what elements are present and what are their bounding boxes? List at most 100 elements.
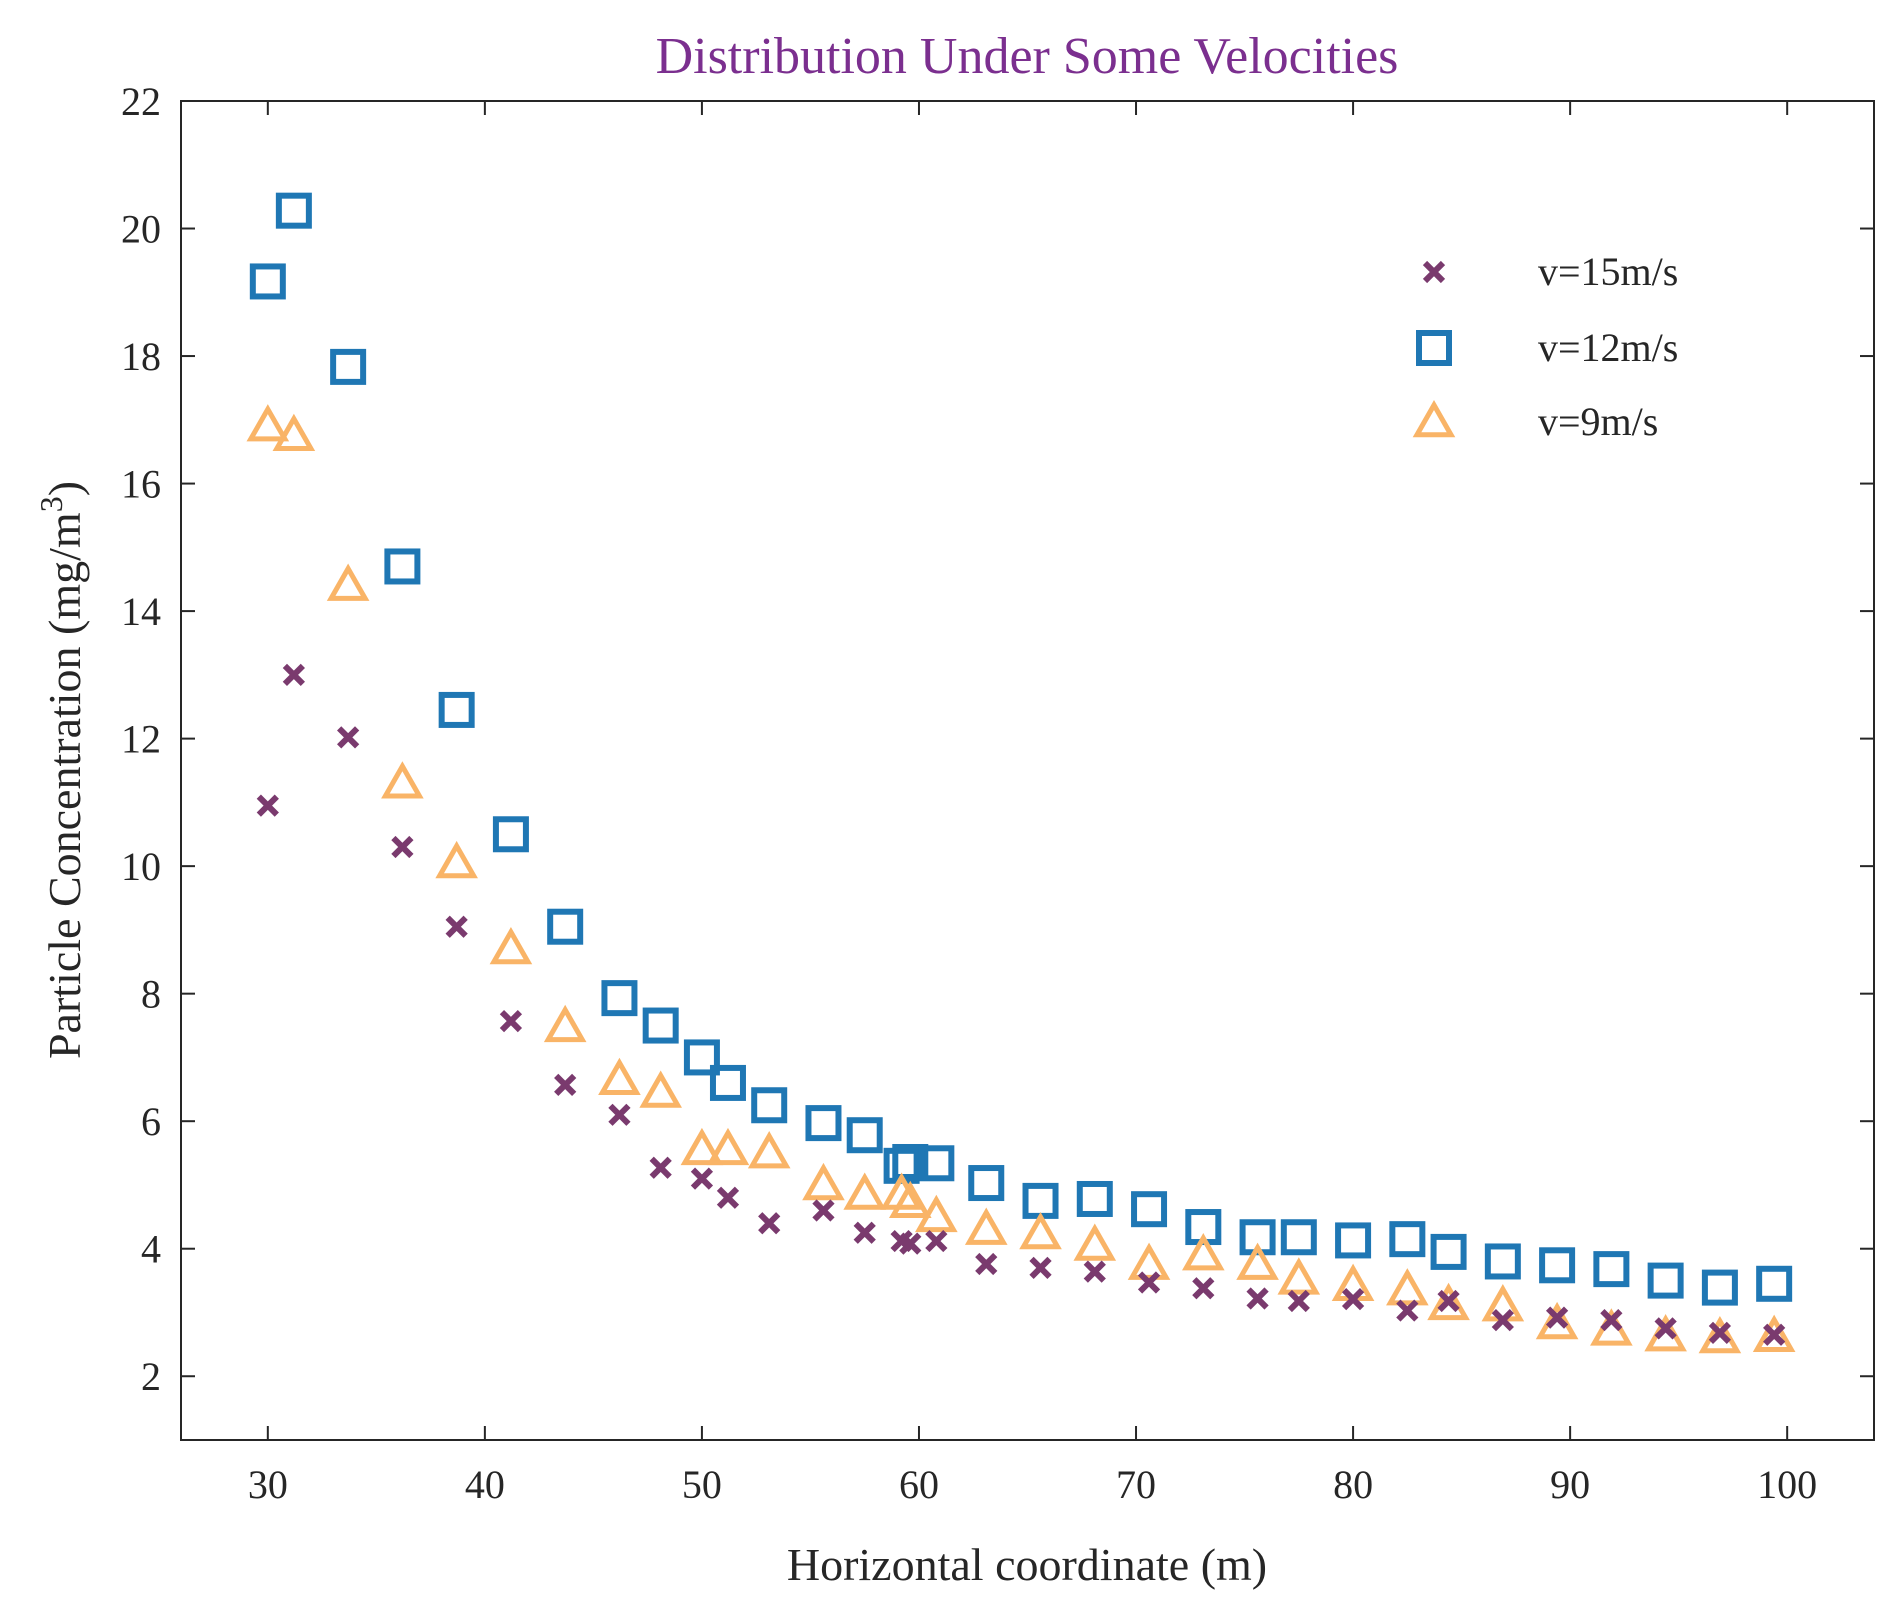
data-point-square — [968, 1165, 1005, 1202]
data-point-x — [1029, 1256, 1052, 1279]
data-point-square — [709, 1064, 746, 1101]
data-point-x — [1396, 1299, 1419, 1322]
data-point-triangle — [1427, 1282, 1470, 1321]
series-square — [249, 192, 1793, 1306]
data-point-x — [649, 1156, 672, 1179]
data-point-square — [805, 1105, 842, 1142]
data-point-x — [812, 1199, 835, 1222]
data-point-triangle — [1236, 1242, 1279, 1280]
data-point-x — [1600, 1309, 1623, 1332]
data-point-triangle — [326, 563, 370, 601]
data-point-triangle — [435, 840, 478, 879]
y-tick-label: 22 — [121, 79, 161, 124]
x-tick-label: 30 — [248, 1462, 288, 1507]
data-point-square — [1131, 1191, 1168, 1228]
data-point-square — [1593, 1251, 1630, 1288]
data-point-square — [1335, 1222, 1372, 1259]
x-tick-label: 70 — [1116, 1462, 1156, 1507]
data-point-x — [1491, 1309, 1514, 1332]
data-point-x — [758, 1212, 781, 1235]
data-point-square — [330, 348, 367, 385]
data-point-triangle — [1127, 1242, 1171, 1280]
data-point-triangle — [1644, 1314, 1687, 1352]
y-tick-label: 2 — [141, 1354, 161, 1399]
data-point-square — [751, 1087, 788, 1124]
legend-marker-x — [1422, 260, 1446, 284]
x-tick-label: 100 — [1757, 1462, 1817, 1507]
data-point-square — [547, 908, 584, 945]
x-axis-label: Horizontal coordinate (m) — [787, 1539, 1267, 1590]
series-x — [256, 663, 1786, 1346]
y-axis-label-main: Particle Concentration (mg/m — [39, 512, 90, 1059]
data-point-x — [1763, 1323, 1786, 1346]
data-point-triangle — [888, 1180, 932, 1219]
data-point-x — [925, 1229, 948, 1253]
y-axis-label: Particle Concentration (mg/m3) — [33, 481, 90, 1059]
data-point-triangle — [246, 404, 290, 442]
data-point-square — [1647, 1262, 1684, 1299]
x-tick-label: 80 — [1333, 1462, 1373, 1507]
data-point-x — [1654, 1317, 1677, 1340]
y-axis-label-superscript: 3 — [33, 496, 69, 512]
y-tick-label: 12 — [121, 717, 161, 762]
data-point-x — [445, 915, 468, 938]
data-point-triangle — [1481, 1284, 1525, 1322]
x-tick-label: 50 — [682, 1462, 722, 1507]
y-tick-label: 10 — [121, 844, 161, 889]
data-point-triangle — [272, 413, 316, 451]
data-point-x — [282, 663, 305, 686]
data-point-triangle — [1386, 1268, 1429, 1306]
series-layer — [246, 192, 1796, 1354]
data-point-triangle — [1277, 1257, 1321, 1295]
y-axis-label-close: ) — [39, 481, 90, 496]
data-point-x — [1137, 1271, 1161, 1294]
data-point-square — [1280, 1219, 1317, 1256]
legend-marker-square — [1416, 330, 1452, 366]
series-triangle — [246, 404, 1796, 1354]
data-point-square — [249, 263, 286, 300]
data-point-triangle — [381, 761, 424, 799]
data-point-triangle — [1698, 1315, 1742, 1354]
data-point-square — [918, 1145, 955, 1182]
data-point-square — [601, 980, 638, 1017]
data-point-x — [1192, 1277, 1215, 1300]
data-point-x — [337, 726, 360, 749]
legend-label: v=9m/s — [1538, 399, 1658, 444]
data-point-x — [554, 1073, 577, 1096]
data-point-triangle — [706, 1127, 750, 1166]
data-point-x — [1083, 1260, 1106, 1283]
y-tick-label: 20 — [121, 207, 161, 252]
y-tick-label: 8 — [141, 972, 161, 1017]
x-tick-label: 40 — [465, 1462, 505, 1507]
data-point-x — [1545, 1306, 1569, 1329]
data-point-triangle — [1182, 1233, 1225, 1271]
data-point-triangle — [1331, 1263, 1375, 1301]
data-point-square — [492, 816, 529, 853]
data-point-x — [1437, 1289, 1460, 1313]
data-point-square — [846, 1117, 883, 1154]
y-axis-ticks: 2 4 6 8 10 12 14 16 18 20 22 — [121, 79, 1874, 1399]
data-point-square — [1389, 1221, 1426, 1258]
data-point-x — [608, 1103, 631, 1126]
data-point-triangle — [543, 1004, 587, 1043]
data-point-triangle — [1073, 1223, 1117, 1261]
data-point-triangle — [639, 1070, 682, 1108]
data-point-triangle — [1019, 1212, 1062, 1250]
data-point-x — [256, 794, 279, 817]
data-point-triangle — [1535, 1301, 1579, 1340]
plot-frame — [180, 100, 1875, 1441]
data-point-triangle — [802, 1162, 845, 1201]
y-tick-label: 6 — [141, 1099, 161, 1144]
data-point-x — [853, 1221, 876, 1244]
data-point-square — [1701, 1269, 1738, 1306]
legend-label: v=12m/s — [1538, 325, 1678, 370]
data-point-triangle — [489, 926, 533, 965]
data-point-x — [975, 1252, 998, 1276]
data-point-x — [1341, 1287, 1365, 1311]
legend-marker-triangle — [1412, 399, 1456, 438]
data-point-triangle — [964, 1207, 1008, 1245]
y-tick-label: 14 — [121, 589, 161, 634]
y-tick-label: 18 — [121, 334, 161, 379]
x-tick-label: 90 — [1550, 1462, 1590, 1507]
